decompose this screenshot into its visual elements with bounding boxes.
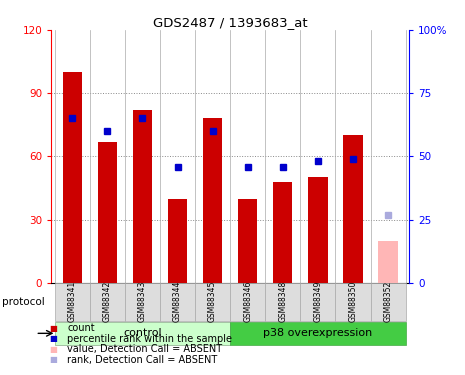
Text: GSM88343: GSM88343 [138, 281, 147, 322]
Text: protocol: protocol [2, 297, 45, 307]
Bar [273, 182, 292, 283]
Bar [55, 322, 230, 345]
Text: GSM88346: GSM88346 [243, 281, 252, 322]
Text: rank, Detection Call = ABSENT: rank, Detection Call = ABSENT [67, 355, 218, 364]
Bar [98, 142, 117, 283]
Text: count: count [67, 323, 95, 333]
Text: GSM88341: GSM88341 [68, 281, 77, 322]
Bar [203, 118, 222, 283]
Bar [265, 283, 300, 321]
Bar [238, 198, 258, 283]
Text: GSM88342: GSM88342 [103, 281, 112, 322]
Bar [230, 283, 265, 321]
Bar [371, 283, 405, 321]
Bar [160, 283, 195, 321]
Bar [195, 283, 230, 321]
Bar [335, 283, 371, 321]
Text: GSM88352: GSM88352 [384, 281, 392, 322]
Bar [300, 283, 335, 321]
Text: value, Detection Call = ABSENT: value, Detection Call = ABSENT [67, 344, 223, 354]
Text: ■: ■ [50, 334, 57, 343]
Bar [90, 283, 125, 321]
Bar [63, 72, 82, 283]
Bar [379, 241, 398, 283]
Text: percentile rank within the sample: percentile rank within the sample [67, 334, 232, 344]
Bar [168, 198, 187, 283]
Text: p38 overexpression: p38 overexpression [263, 328, 372, 338]
Title: GDS2487 / 1393683_at: GDS2487 / 1393683_at [153, 16, 307, 29]
Text: GSM88345: GSM88345 [208, 281, 217, 322]
Bar [308, 177, 327, 283]
Bar [230, 322, 405, 345]
Text: control: control [123, 328, 162, 338]
Text: ■: ■ [50, 324, 57, 333]
Text: GSM88348: GSM88348 [279, 281, 287, 322]
Text: GSM88350: GSM88350 [349, 281, 358, 322]
Text: GSM88349: GSM88349 [313, 281, 322, 322]
Text: GSM88344: GSM88344 [173, 281, 182, 322]
Bar [133, 110, 152, 283]
Bar [55, 283, 90, 321]
Bar [343, 135, 363, 283]
Text: ■: ■ [50, 355, 57, 364]
Text: ■: ■ [50, 345, 57, 354]
Bar [125, 283, 160, 321]
